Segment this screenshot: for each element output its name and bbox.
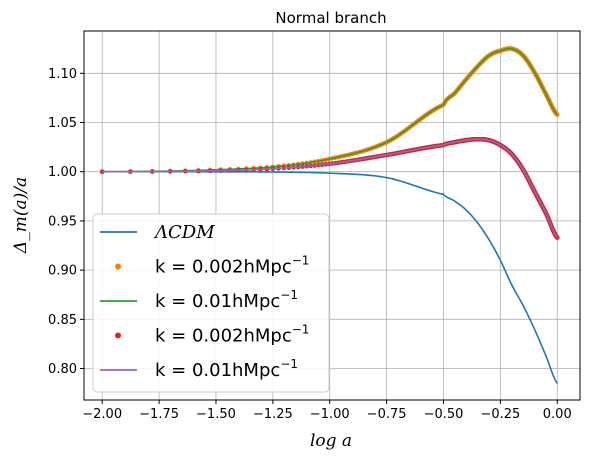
plot-frame (83, 30, 581, 401)
legend-label: k = 0.01hMpc−1 (155, 288, 298, 312)
y-axis: 0.80 0.85 0.90 0.95 1.00 1.05 1.10 (48, 67, 84, 377)
legend-label: k = 0.01hMpc−1 (155, 357, 298, 381)
x-tick-label: −1.00 (310, 407, 350, 422)
x-tick-label: −1.50 (196, 407, 236, 422)
y-tick-label: 1.10 (48, 67, 77, 82)
legend-label: k = 0.002hMpc−1 (155, 323, 309, 347)
legend-dot-swatch (115, 332, 121, 339)
x-tick-label: −1.25 (253, 407, 293, 422)
series-group (99, 46, 560, 384)
y-tick-label: 0.85 (48, 313, 77, 328)
y-tick-label: 0.95 (48, 214, 77, 229)
y-tick-label: 1.05 (48, 116, 77, 131)
legend-label: ΛCDM (153, 222, 215, 243)
y-tick-label: 1.00 (48, 165, 77, 180)
chart-title: Normal branch (275, 9, 386, 27)
series-4 (102, 138, 558, 239)
x-tick-label: −0.75 (367, 407, 407, 422)
x-tick-label: −2.00 (82, 407, 122, 422)
legend-box (92, 213, 330, 393)
x-tick-label: −0.25 (480, 407, 520, 422)
legend-dot-swatch (115, 263, 121, 270)
legend: ΛCDM k = 0.002hMpc−1 k = 0.01hMpc−1 k = 0.0… (92, 213, 330, 393)
y-axis-label: Δ_m(a)/a (11, 177, 31, 254)
y-tick-label: 0.90 (48, 264, 77, 279)
x-axis-label: log a (310, 431, 352, 451)
series-line (102, 138, 558, 239)
x-tick-label: −1.75 (139, 407, 179, 422)
x-axis: −2.00 −1.75 −1.50 −1.25 −1.00 −0.75 −0.50 −0.25… (82, 400, 572, 422)
y-tick-label: 0.80 (48, 362, 77, 377)
legend-label: k = 0.002hMpc−1 (155, 254, 309, 278)
x-tick-label: 0.00 (543, 407, 572, 422)
x-tick-label: −0.50 (424, 407, 464, 422)
